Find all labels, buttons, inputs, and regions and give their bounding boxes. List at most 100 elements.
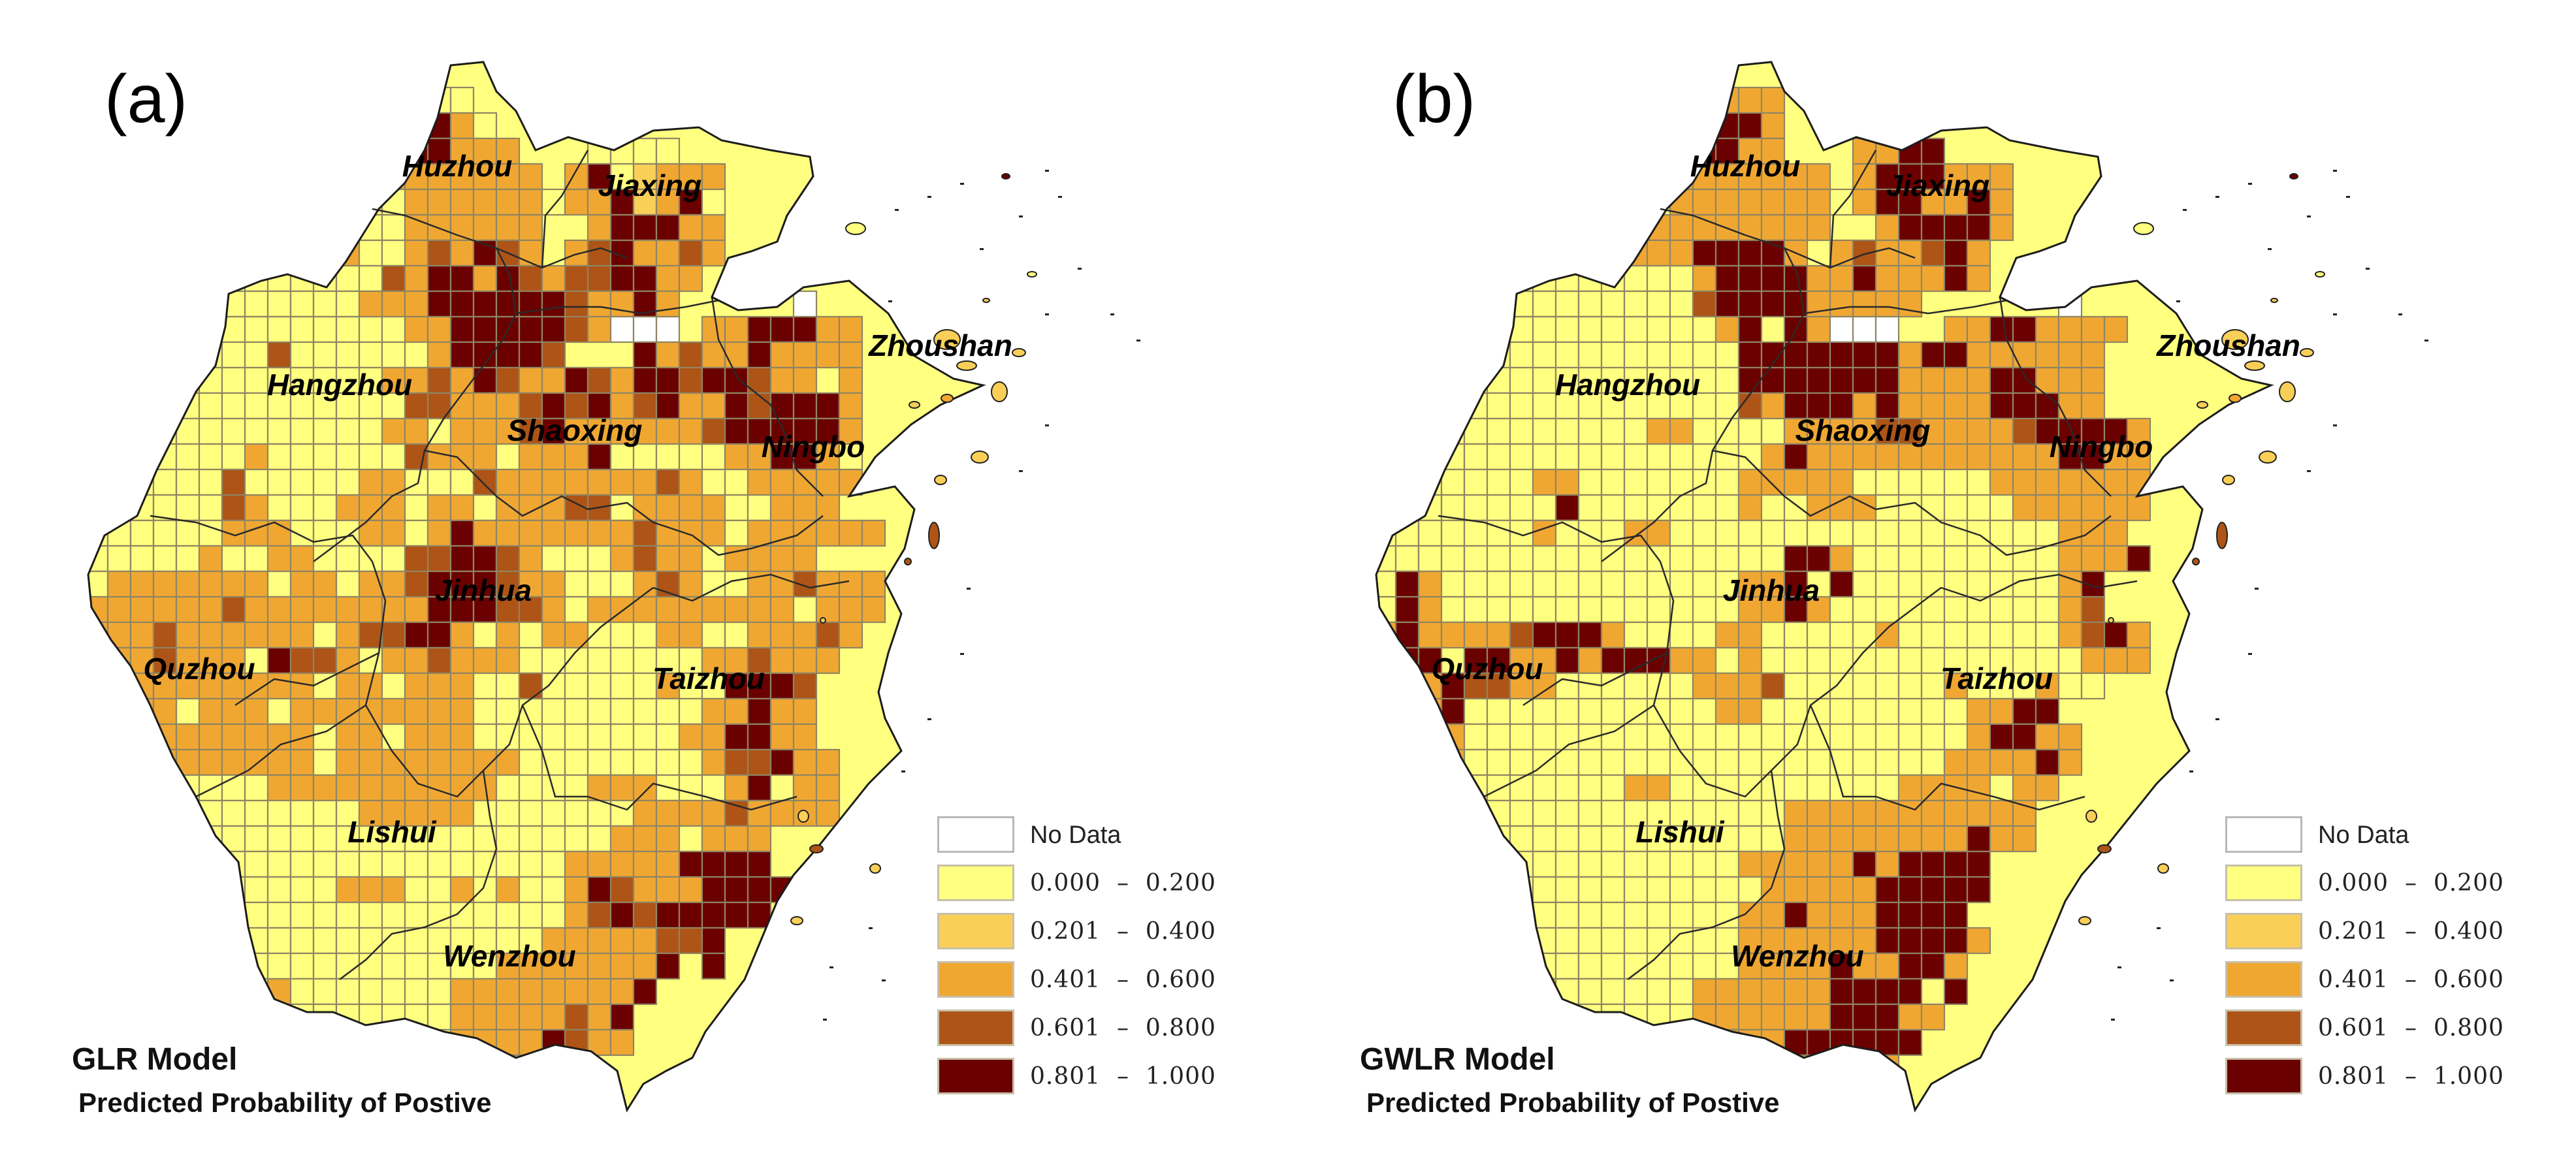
grid-cell [1623,163,1649,191]
grid-cell [1806,366,1831,394]
grid-cell [518,264,543,293]
grid-cell [655,468,681,496]
grid-cell [1509,468,1534,496]
grid-cell [289,952,315,980]
grid-cell [587,443,612,471]
grid-cell [289,494,315,522]
grid-cell [175,519,201,547]
grid-cell [129,519,155,547]
grid-cell [335,137,361,165]
grid-cell [129,850,155,878]
grid-cell [541,494,566,522]
grid-cell [1577,596,1603,624]
grid-cell [1600,392,1626,420]
grid-cell [198,876,223,904]
grid-cell [1554,596,1580,624]
grid-cell [1897,952,1923,980]
grid-cell [1943,850,1969,878]
grid-cell [175,748,201,776]
grid-cell [1897,392,1923,420]
grid-cell [724,366,749,394]
grid-cell [1806,876,1831,904]
city-label-wenzhou: Wenzhou [1731,939,1864,973]
grid-cell [152,927,178,955]
grid-cell [221,621,246,649]
grid-cell [266,596,292,624]
grid-cell [655,697,681,725]
grid-cell [1509,927,1534,955]
grid-cell [266,927,292,955]
grid-cell [1692,621,1717,649]
grid-cell [541,290,566,318]
grid-cell [815,392,841,420]
grid-cell [312,468,338,496]
grid-cell [541,1028,566,1057]
grid-cell [1943,341,1969,369]
grid-cell [2012,392,2037,420]
city-label-jinhua: Jinhua [1723,573,1820,607]
grid-cell [1897,977,1923,1006]
grid-cell [358,290,383,318]
grid-cell [701,646,726,675]
grid-cell [1509,417,1534,445]
city-label-quzhou: Quzhou [143,652,255,686]
grid-cell [1486,494,1511,522]
grid-cell [1806,214,1831,242]
grid-cell [1440,825,1466,853]
grid-cell [1966,646,1991,675]
grid-cell [769,468,795,496]
grid-cell [266,315,292,343]
grid-cell [1875,315,1900,343]
grid-cell [2012,570,2037,598]
grid-cell [427,748,452,776]
grid-cell [472,417,498,445]
grid-cell [1966,825,1991,853]
grid-cell [244,774,269,802]
grid-cell [381,494,406,522]
grid-cell [1875,392,1900,420]
grid-cell [1920,825,1946,853]
grid-cell [221,239,246,267]
grid-cell [152,774,178,802]
grid-cell [1646,417,1671,445]
grid-cell [1737,112,1763,140]
grid-cell [1829,570,1854,598]
city-label-taizhou: Taizhou [652,661,765,695]
grid-cell [1532,876,1557,904]
grid-cell [472,468,498,496]
grid-cell [792,748,818,776]
grid-cell [404,341,429,369]
grid-cell [129,443,155,471]
grid-cell [244,341,269,369]
grid-cell [1852,876,1877,904]
grid-cell [175,621,201,649]
grid-cell [518,519,543,547]
grid-cell [449,850,475,878]
grid-cell [335,366,361,394]
grid-cell [1852,545,1877,573]
grid-cell [495,825,521,853]
grid-cell [495,1003,521,1031]
city-label-quzhou: Quzhou [1431,652,1543,686]
grid-cell [1852,290,1877,318]
grid-cell [678,901,703,929]
grid-cell [472,214,498,242]
grid-cell [1920,850,1946,878]
grid-cell [1943,443,1969,471]
grid-cell [861,519,886,547]
grid-cell [404,774,429,802]
grid-cell [1600,646,1626,675]
grid-cell [335,188,361,216]
grid-cell [1669,290,1694,318]
grid-cell [724,748,749,776]
grid-cell [358,86,383,114]
grid-cell [1783,519,1809,547]
grid-cell [495,850,521,878]
grid-cell [518,850,543,878]
grid-cell [1600,850,1626,878]
grid-cell [1486,646,1511,675]
grid-cell [701,214,726,242]
grid-cell [449,239,475,267]
grid-cell [221,290,246,318]
